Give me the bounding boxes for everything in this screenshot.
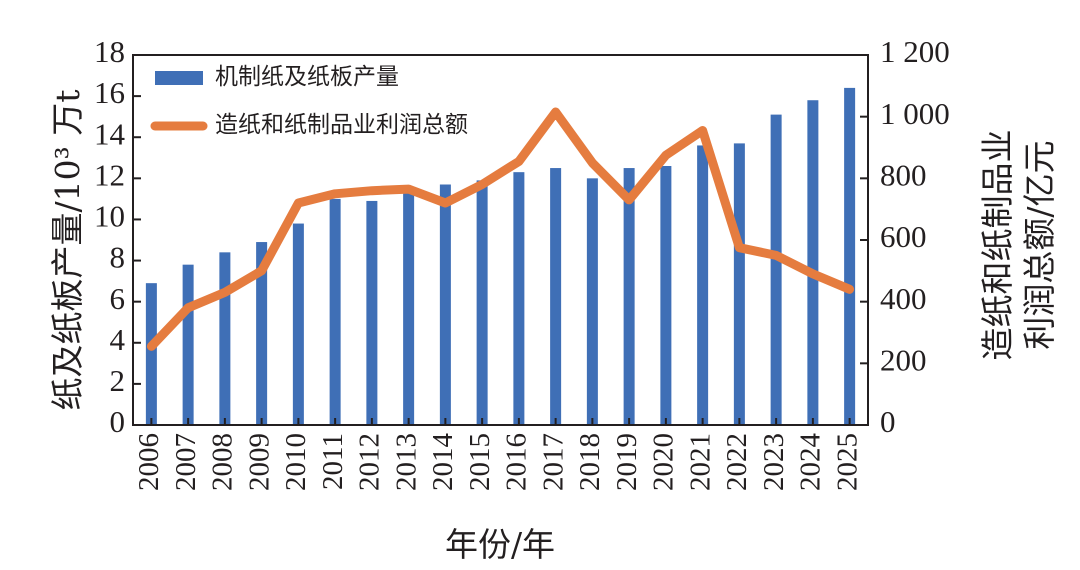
line-point-2006	[150, 345, 152, 347]
x-tick-label: 2013	[390, 433, 422, 491]
y-right-title-line2: 利润总额/亿元	[1020, 140, 1059, 349]
y-left-tick-label: 14	[94, 116, 126, 151]
line-point-2012	[371, 190, 373, 192]
line-point-2011	[334, 193, 336, 195]
y-right-tick-label: 800	[880, 157, 927, 192]
line-point-2022	[738, 247, 740, 249]
line-point-2015	[481, 184, 483, 185]
bar-2021	[697, 145, 709, 425]
y-right-tick-label: 1 200	[880, 34, 950, 69]
line-point-2008	[224, 291, 226, 293]
y-left-tick-label: 18	[94, 34, 125, 69]
legend-label-bar: 机制纸及纸板产量	[215, 64, 399, 90]
y-left-tick-label: 8	[110, 240, 126, 275]
bar-2012	[366, 200, 378, 425]
bar-2018	[586, 178, 598, 425]
bar-2009	[256, 242, 268, 425]
line-point-2007	[187, 307, 189, 309]
bar-2023	[770, 114, 782, 425]
line-series	[146, 107, 855, 351]
y-left-tick-label: 6	[110, 281, 126, 316]
x-tick-label: 2010	[280, 433, 312, 491]
x-tick-label: 2006	[133, 433, 165, 491]
line-point-2025	[849, 288, 851, 290]
y-left-tick-label: 4	[110, 322, 126, 357]
bar-2010	[292, 223, 304, 425]
y-right-tick-label: 200	[880, 342, 927, 377]
x-tick-label: 2020	[648, 433, 680, 491]
plot-frame	[132, 54, 869, 426]
line-point-2013	[408, 188, 410, 190]
bar-2025	[844, 87, 856, 425]
x-tick-label: 2016	[501, 433, 533, 491]
x-tick-label: 2017	[537, 433, 569, 491]
y-right-tick-label: 400	[880, 281, 927, 316]
x-tick-label: 2019	[611, 433, 643, 491]
x-tick-label: 2008	[207, 433, 239, 491]
x-tick-label: 2021	[684, 433, 716, 491]
line-point-2019	[628, 199, 630, 201]
legend: 机制纸及纸板产量 造纸和纸制品业利润总额	[150, 64, 468, 138]
axes	[132, 54, 869, 426]
line-point-2018	[591, 162, 593, 164]
line-point-2024	[812, 273, 814, 275]
bar-2015	[476, 180, 488, 425]
line-point-2016	[518, 160, 520, 162]
x-tick-label: 2009	[243, 433, 275, 491]
y-left-tick-label: 2	[110, 363, 126, 398]
y-right-tick-label: 0	[880, 404, 896, 439]
line-point-2014	[444, 202, 446, 204]
x-tick-label: 2022	[721, 433, 753, 491]
bar-2013	[403, 192, 415, 425]
x-tick-label: 2014	[427, 433, 459, 492]
x-tick-label: 2018	[574, 433, 606, 491]
bar-2017	[550, 168, 562, 426]
bar-2014	[439, 184, 451, 425]
bar-2024	[807, 100, 819, 425]
bar-2011	[329, 198, 341, 425]
y-left-title: 纸及纸板产量/10³ 万t	[48, 89, 87, 410]
x-tick-label: 2007	[170, 433, 202, 491]
y-left-tick-label: 16	[94, 75, 125, 110]
profit-line	[146, 107, 855, 351]
bar-2019	[623, 168, 635, 426]
line-point-2009	[261, 270, 263, 272]
x-tick-label: 2024	[795, 433, 827, 492]
line-point-2017	[555, 111, 557, 113]
bar-2020	[660, 166, 672, 425]
ticks: 0 2 4 6 8 10 12 14 16 18 0 200 400 600 800 1 000 1 200 20…	[94, 34, 950, 491]
bar-2016	[513, 172, 525, 425]
y-left-tick-label: 12	[94, 157, 125, 192]
legend-swatch-bar	[155, 71, 203, 85]
y-right-title-line1: 造纸和纸制品业	[978, 130, 1017, 361]
bar-2022	[733, 143, 745, 425]
x-tick-label: 2011	[317, 433, 349, 490]
line-point-2020	[665, 154, 667, 156]
line-point-2010	[297, 202, 299, 204]
bar-2007	[182, 264, 194, 425]
x-tick-label: 2025	[831, 433, 863, 491]
bar-2006	[145, 283, 157, 425]
x-tick-label: 2023	[758, 433, 790, 491]
x-tick-label: 2015	[464, 433, 496, 491]
x-tick-label: 2012	[354, 433, 386, 491]
y-left-tick-label: 0	[110, 404, 126, 439]
line-point-2023	[775, 254, 777, 256]
y-left-tick-label: 10	[94, 199, 125, 234]
y-right-tick-label: 600	[880, 219, 927, 254]
legend-label-line: 造纸和纸制品业利润总额	[215, 112, 468, 138]
y-right-tick-label: 1 000	[880, 96, 950, 131]
line-point-2021	[702, 130, 704, 132]
x-axis-title: 年份/年	[445, 525, 555, 564]
bar-2008	[219, 252, 231, 425]
bar-series	[145, 87, 856, 426]
